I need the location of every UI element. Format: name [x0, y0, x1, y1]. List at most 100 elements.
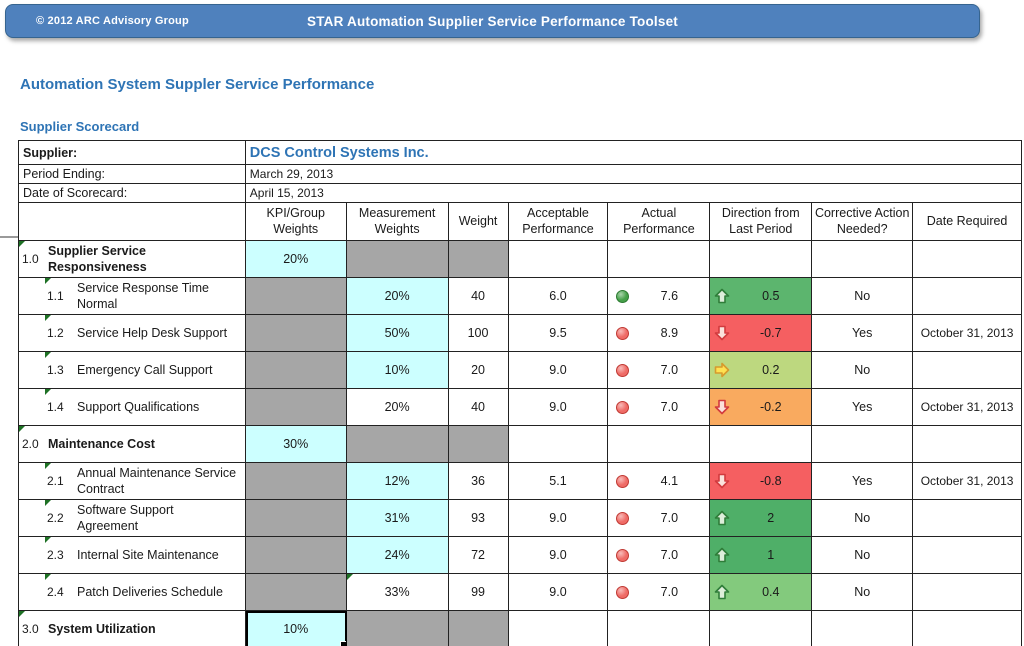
cell-date-required[interactable] [913, 500, 1023, 537]
cell-actual-performance[interactable]: 7.0 [608, 389, 711, 426]
row-label-cell[interactable]: 1.4 Support Qualifications [19, 389, 246, 426]
cell-date-required[interactable]: October 31, 2013 [913, 389, 1023, 426]
cell-date-required[interactable] [913, 611, 1023, 646]
cell-direction-from-last-period[interactable] [710, 611, 813, 646]
cell-measurement-weight[interactable]: 20% [346, 278, 449, 315]
cell-kpi-group-weight[interactable] [245, 463, 347, 500]
supplier-value-cell[interactable]: DCS Control Systems Inc. [245, 141, 1022, 165]
header-kpi-group-weights[interactable]: KPI/Group Weights [245, 203, 347, 241]
cell-corrective-action-needed[interactable] [812, 611, 914, 646]
period-value-cell[interactable]: March 29, 2013 [245, 165, 1022, 184]
cell-actual-performance[interactable]: 8.9 [608, 315, 711, 352]
cell-direction-from-last-period[interactable]: -0.8 [710, 463, 813, 500]
cell-date-required[interactable] [913, 426, 1023, 463]
row-label-cell[interactable]: 2.0 Maintenance Cost [19, 426, 246, 463]
cell-corrective-action-needed[interactable]: No [812, 352, 914, 389]
cell-kpi-group-weight[interactable] [245, 537, 347, 574]
cell-date-required[interactable] [913, 241, 1023, 278]
row-label-cell[interactable]: 2.3 Internal Site Maintenance [19, 537, 246, 574]
cell-weight[interactable]: 20 [448, 352, 509, 389]
cell-direction-from-last-period[interactable]: -0.2 [710, 389, 813, 426]
header-corrective-action-needed[interactable]: Corrective Action Needed? [812, 203, 914, 241]
cell-measurement-weight[interactable]: 33% [346, 574, 449, 611]
cell-actual-performance[interactable]: 4.1 [608, 463, 711, 500]
cell-weight[interactable]: 93 [448, 500, 509, 537]
cell-acceptable-performance[interactable]: 9.5 [508, 315, 609, 352]
cell-weight[interactable]: 40 [448, 278, 509, 315]
row-label-cell[interactable]: 1.2 Service Help Desk Support [19, 315, 246, 352]
cell-direction-from-last-period[interactable] [710, 241, 813, 278]
cell-corrective-action-needed[interactable]: No [812, 537, 914, 574]
cell-acceptable-performance[interactable] [509, 611, 609, 646]
cell-actual-performance[interactable]: 7.0 [608, 352, 711, 389]
cell-direction-from-last-period[interactable]: 2 [710, 500, 813, 537]
cell-actual-performance[interactable] [608, 611, 711, 646]
cell-measurement-weight[interactable]: 12% [346, 463, 449, 500]
cell-actual-performance[interactable]: 7.0 [608, 537, 711, 574]
cell-weight[interactable]: 72 [448, 537, 509, 574]
cell-acceptable-performance[interactable] [508, 241, 609, 278]
cell-direction-from-last-period[interactable]: 1 [710, 537, 813, 574]
cell-weight[interactable] [448, 426, 509, 463]
cell-weight[interactable] [448, 611, 509, 646]
cell-corrective-action-needed[interactable]: Yes [812, 463, 914, 500]
row-label-cell[interactable]: 1.3 Emergency Call Support [19, 352, 246, 389]
cell-corrective-action-needed[interactable] [812, 241, 914, 278]
row-label-cell[interactable]: 2.2 Software Support Agreement [19, 500, 246, 537]
cell-actual-performance[interactable]: 7.6 [608, 278, 711, 315]
cell-date-required[interactable] [913, 537, 1023, 574]
period-label-cell[interactable]: Period Ending: [19, 165, 246, 184]
cell-measurement-weight[interactable]: 31% [346, 500, 449, 537]
cell-kpi-group-weight[interactable] [245, 352, 347, 389]
cell-corrective-action-needed[interactable]: Yes [812, 315, 914, 352]
cell-date-required[interactable] [913, 278, 1023, 315]
cell-corrective-action-needed[interactable] [812, 426, 914, 463]
cell-measurement-weight[interactable]: 50% [346, 315, 449, 352]
cell-kpi-group-weight[interactable] [245, 278, 347, 315]
cell-weight[interactable]: 36 [448, 463, 509, 500]
header-empty-cell[interactable] [19, 203, 246, 241]
cell-kpi-group-weight[interactable]: 10% [245, 611, 347, 646]
cell-direction-from-last-period[interactable]: 0.2 [710, 352, 813, 389]
cell-corrective-action-needed[interactable]: No [812, 574, 914, 611]
scorecard-date-label-cell[interactable]: Date of Scorecard: [19, 184, 246, 203]
cell-kpi-group-weight[interactable] [245, 500, 347, 537]
cell-measurement-weight[interactable]: 10% [346, 352, 449, 389]
row-label-cell[interactable]: 3.0 System Utilization [19, 611, 246, 646]
cell-kpi-group-weight[interactable]: 30% [245, 426, 347, 463]
header-acceptable-performance[interactable]: Acceptable Performance [508, 203, 609, 241]
cell-kpi-group-weight[interactable] [245, 574, 347, 611]
cell-acceptable-performance[interactable]: 9.0 [508, 352, 609, 389]
cell-date-required[interactable]: October 31, 2013 [913, 315, 1023, 352]
cell-corrective-action-needed[interactable]: Yes [812, 389, 914, 426]
cell-kpi-group-weight[interactable]: 20% [245, 241, 347, 278]
cell-actual-performance[interactable] [608, 426, 711, 463]
cell-actual-performance[interactable]: 7.0 [608, 574, 711, 611]
cell-weight[interactable]: 40 [448, 389, 509, 426]
cell-direction-from-last-period[interactable]: -0.7 [710, 315, 813, 352]
header-actual-performance[interactable]: Actual Performance [608, 203, 711, 241]
cell-direction-from-last-period[interactable]: 0.5 [710, 278, 813, 315]
cell-corrective-action-needed[interactable]: No [812, 500, 914, 537]
supplier-label-cell[interactable]: Supplier: [19, 141, 246, 165]
cell-weight[interactable]: 99 [448, 574, 509, 611]
row-label-cell[interactable]: 1.1 Service Response Time Normal [19, 278, 246, 315]
header-direction-from-last-period[interactable]: Direction from Last Period [710, 203, 813, 241]
cell-corrective-action-needed[interactable]: No [812, 278, 914, 315]
cell-acceptable-performance[interactable]: 5.1 [508, 463, 609, 500]
cell-acceptable-performance[interactable]: 9.0 [508, 389, 609, 426]
cell-kpi-group-weight[interactable] [245, 389, 347, 426]
cell-measurement-weight[interactable] [346, 426, 449, 463]
cell-direction-from-last-period[interactable]: 0.4 [710, 574, 813, 611]
cell-weight[interactable] [448, 241, 509, 278]
cell-acceptable-performance[interactable] [508, 426, 609, 463]
header-date-required[interactable]: Date Required [913, 203, 1023, 241]
row-label-cell[interactable]: 1.0 Supplier Service Responsiveness [19, 241, 246, 278]
cell-date-required[interactable] [913, 352, 1023, 389]
cell-date-required[interactable] [913, 574, 1023, 611]
cell-acceptable-performance[interactable]: 6.0 [508, 278, 609, 315]
cell-measurement-weight[interactable] [346, 241, 449, 278]
cell-weight[interactable]: 100 [448, 315, 509, 352]
cell-direction-from-last-period[interactable] [710, 426, 813, 463]
cell-acceptable-performance[interactable]: 9.0 [508, 500, 609, 537]
